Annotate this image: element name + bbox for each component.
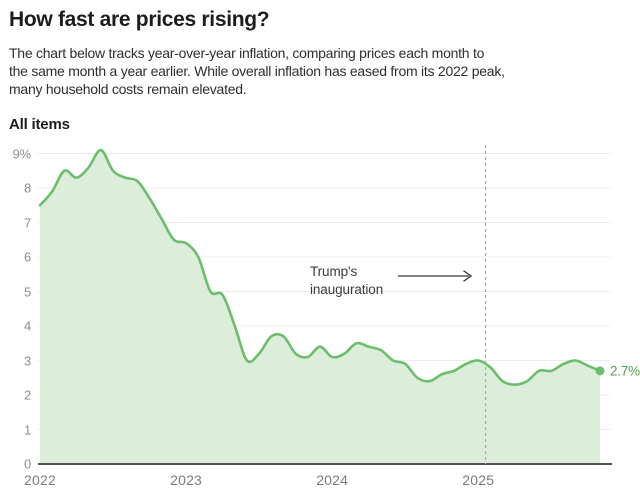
y-tick-label: 6: [23, 249, 31, 265]
area-fill: [40, 150, 600, 465]
inauguration-annotation: Trump's inauguration: [310, 263, 383, 299]
chart-series-label: All items: [9, 116, 70, 133]
y-tick-label: 0: [23, 456, 31, 472]
y-tick-label: 4: [23, 318, 31, 334]
intro-paragraph: The chart below tracks year-over-year in…: [9, 44, 505, 98]
x-tick-label: 2022: [24, 472, 56, 488]
annotation-line: Trump's: [310, 264, 358, 279]
intro-text-line: the same month a year earlier. While ove…: [9, 63, 505, 79]
intro-text-line: The chart below tracks year-over-year in…: [9, 45, 485, 61]
y-tick-label: 8: [23, 180, 31, 196]
y-tick-label: 2: [23, 387, 31, 403]
latest-value-label: 2.7%: [610, 363, 640, 379]
x-tick-label: 2023: [170, 472, 203, 488]
chart-canvas: [38, 145, 612, 465]
y-tick-label: 9%: [12, 146, 32, 161]
y-tick-label: 3: [23, 353, 31, 368]
inflation-chart: 9% 8 7 6 5 4 3 2 1 0 2022 2023 2024 2025 Trump's ina…: [0, 140, 640, 493]
page-title: How fast are prices rising?: [9, 8, 270, 31]
x-tick-label: 2024: [316, 472, 349, 488]
y-tick-label: 1: [23, 422, 31, 437]
intro-text-line: many household costs remain elevated.: [9, 81, 247, 97]
trend-line: [38, 148, 602, 386]
x-tick-label: 2025: [462, 472, 495, 488]
latest-value-dot: [595, 366, 605, 376]
annotation-line: inauguration: [310, 282, 384, 297]
arrow-head: [463, 270, 473, 282]
annotation-arrow-icon: [398, 270, 473, 282]
y-tick-label: 5: [23, 284, 31, 299]
y-tick-label: 7: [23, 215, 31, 230]
